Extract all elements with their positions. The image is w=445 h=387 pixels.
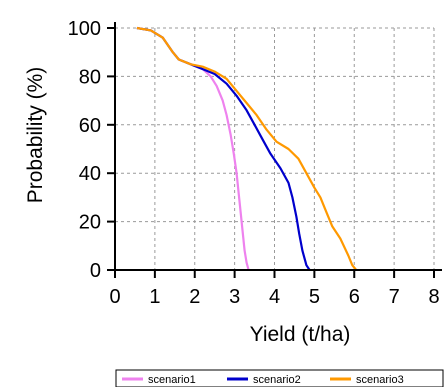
y-tick-label: 100	[68, 18, 101, 40]
x-tick-label: 0	[109, 286, 120, 308]
y-tick-label: 20	[79, 212, 101, 234]
x-tick-label: 4	[269, 286, 280, 308]
legend: scenario1 scenario2 scenario3	[115, 369, 444, 387]
x-tick-label: 2	[189, 286, 200, 308]
x-tick-label: 1	[149, 286, 160, 308]
y-tick-label: 40	[79, 163, 101, 185]
legend-label-scenario2: scenario2	[253, 374, 301, 386]
axes	[107, 22, 442, 278]
legend-label-scenario1: scenario1	[148, 374, 196, 386]
x-axis-title: Yield (t/ha)	[250, 323, 351, 346]
y-tick-label: 0	[90, 260, 101, 282]
y-tick-label: 60	[79, 115, 101, 137]
x-tick-label: 5	[309, 286, 320, 308]
grid-lines	[115, 27, 435, 270]
x-tick-labels: 0 1 2 3 4 5 6 7 8	[109, 286, 439, 308]
x-tick-label: 6	[349, 286, 360, 308]
legend-label-scenario3: scenario3	[356, 374, 404, 386]
y-tick-labels: 0 20 40 60 80 100	[68, 18, 101, 282]
series-line-scenario3	[136, 26, 358, 271]
x-tick-label: 7	[389, 286, 400, 308]
series-lines	[136, 26, 358, 271]
series-line-scenario2	[136, 26, 311, 271]
x-tick-label: 3	[229, 286, 240, 308]
y-tick-label: 80	[79, 66, 101, 88]
y-axis-title: Probability (%)	[24, 67, 47, 204]
legend-box	[115, 369, 444, 387]
x-tick-label: 8	[428, 286, 439, 308]
